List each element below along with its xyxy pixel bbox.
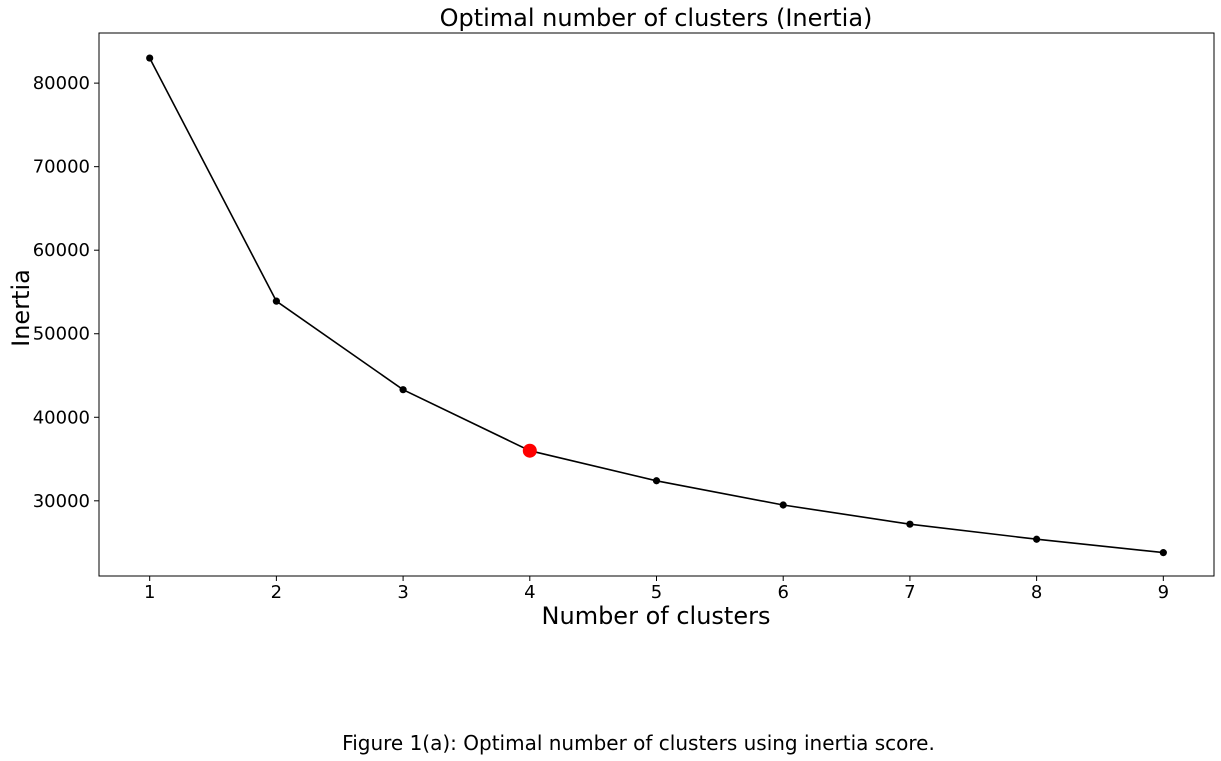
x-tick-label-6: 6 <box>777 582 788 603</box>
y-tick-label-40000: 40000 <box>33 407 90 428</box>
x-axis-label: Number of clusters <box>542 602 771 630</box>
y-tick-label-70000: 70000 <box>33 157 90 178</box>
figure-caption: Figure 1(a): Optimal number of clusters … <box>342 731 935 755</box>
inertia-chart: 1 2 3 4 5 6 7 8 9300004000050000600007000080000 … <box>7 4 1215 630</box>
data-point-k7 <box>906 520 914 528</box>
y-tick-label-80000: 80000 <box>33 73 90 94</box>
plot-frame <box>98 32 1215 577</box>
highlight-point-k4 <box>522 443 537 458</box>
data-point-k3 <box>399 386 407 394</box>
series-inertia <box>146 54 1167 557</box>
axes: 1 2 3 4 5 6 7 8 9 30000 40000 50000 60000 70000 80000 <box>33 32 1215 603</box>
x-tick-label-3: 3 <box>397 582 408 603</box>
y-tick-label-60000: 60000 <box>33 240 90 261</box>
x-tick-label-2: 2 <box>271 582 282 603</box>
data-point-k6 <box>779 501 787 509</box>
data-point-k5 <box>652 477 661 485</box>
x-tick-label-7: 7 <box>904 582 915 603</box>
y-tick-label-30000: 30000 <box>33 491 90 512</box>
x-tick-label-8: 8 <box>1031 582 1042 603</box>
data-point-k8 <box>1033 535 1041 543</box>
data-point-k2 <box>272 297 280 305</box>
x-tick-label-4: 4 <box>524 582 535 603</box>
y-axis-label: Inertia <box>7 269 35 347</box>
y-tick-label-50000: 50000 <box>33 324 90 345</box>
x-tick-label-5: 5 <box>651 582 662 603</box>
x-tick-label-9: 9 <box>1158 582 1169 603</box>
chart-title: Optimal number of clusters (Inertia) <box>440 4 873 32</box>
data-point-k1 <box>146 54 154 62</box>
x-tick-label-1: 1 <box>144 582 155 603</box>
data-point-k9 <box>1159 549 1167 557</box>
